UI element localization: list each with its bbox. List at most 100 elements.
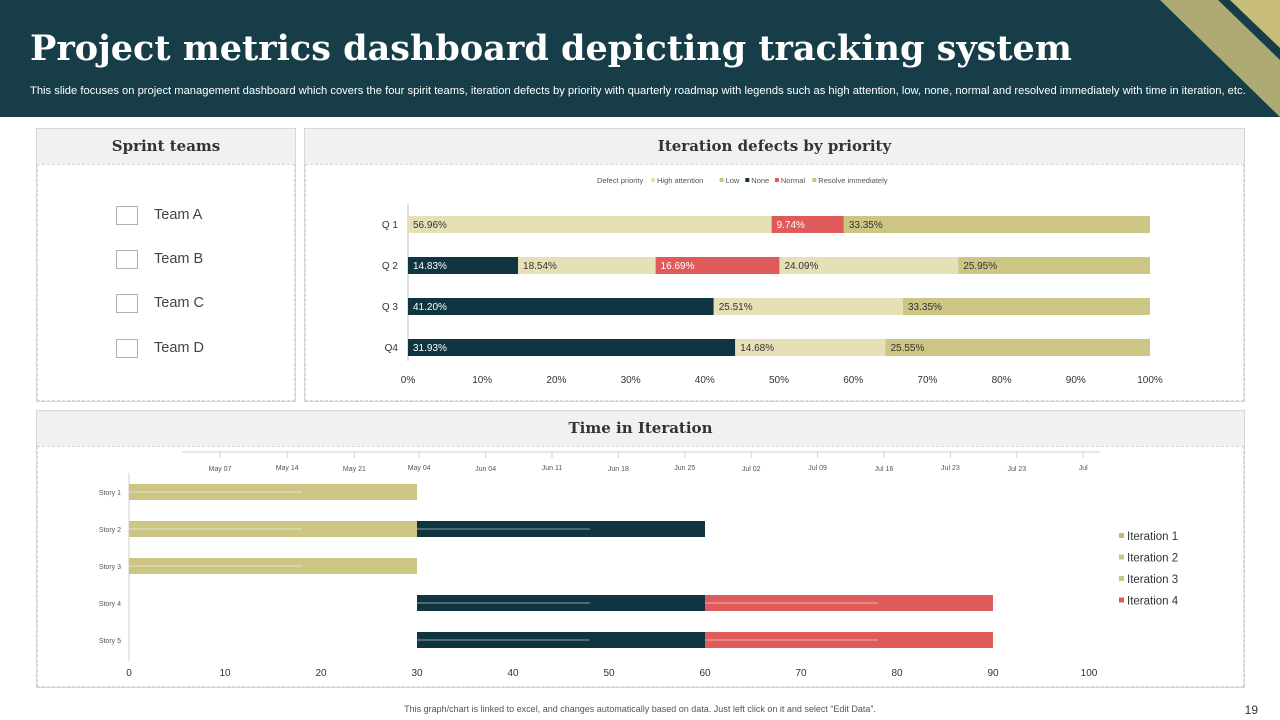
date-tick-label: Jul 23 bbox=[1007, 466, 1026, 473]
date-tick-label: May 14 bbox=[276, 465, 299, 472]
gantt-category-label: Story 1 bbox=[99, 490, 121, 497]
team-a-label: Team A bbox=[154, 207, 203, 223]
defects-x-tick: 80% bbox=[992, 375, 1012, 386]
defects-legend-swatch bbox=[719, 178, 724, 182]
defects-x-tick: 90% bbox=[1066, 375, 1086, 386]
footer-note: This graph/chart is linked to excel, and… bbox=[404, 704, 876, 714]
defects-data-label: 14.83% bbox=[413, 261, 447, 272]
defects-legend-label: None bbox=[751, 176, 769, 185]
defects-bar-segment bbox=[771, 216, 844, 233]
defects-legend-swatch bbox=[812, 178, 817, 182]
defects-legend-swatch bbox=[651, 178, 655, 182]
defects-bar-segment bbox=[408, 257, 519, 274]
defects-bar-segment bbox=[518, 257, 656, 274]
team-b-checkbox[interactable] bbox=[116, 250, 138, 269]
date-tick-label: May 07 bbox=[209, 466, 232, 473]
defects-data-label: 33.35% bbox=[908, 302, 942, 313]
defects-data-label: 25.55% bbox=[890, 343, 924, 354]
team-c-label: Team C bbox=[154, 295, 204, 311]
defects-chart: Defect priority High attention Low None Norm… bbox=[382, 176, 1163, 386]
defects-x-tick: 0% bbox=[401, 375, 416, 386]
defects-legend-swatch bbox=[774, 178, 779, 182]
gantt-x-tick: 100 bbox=[1081, 668, 1098, 679]
defects-legend-label: Normal bbox=[781, 176, 806, 185]
defects-data-label: 24.09% bbox=[784, 261, 818, 272]
defects-bar-segment bbox=[779, 257, 959, 274]
corner-decoration bbox=[1160, 0, 1280, 117]
gantt-x-tick: 30 bbox=[411, 668, 423, 679]
defects-x-tick: 30% bbox=[621, 375, 641, 386]
defects-legend-swatch bbox=[745, 178, 750, 182]
date-tick-label: Jun 25 bbox=[674, 465, 695, 472]
sprint-teams-body: Team A Team B Team C Team D bbox=[37, 164, 295, 401]
defects-data-label: 9.74% bbox=[777, 220, 805, 231]
defects-chart-title: Iteration defects by priority bbox=[305, 129, 1244, 164]
defects-data-label: 25.95% bbox=[963, 261, 997, 272]
iteration-chart-body bbox=[37, 446, 1244, 687]
defects-bar-segment bbox=[408, 298, 714, 315]
gantt-legend-swatch bbox=[1119, 597, 1124, 603]
defects-legend-label: High attention bbox=[657, 176, 703, 185]
date-tick-label: Jun 04 bbox=[475, 466, 496, 473]
defects-x-tick: 70% bbox=[917, 375, 937, 386]
defects-bar-segment bbox=[408, 216, 772, 233]
date-tick-label: Jun 18 bbox=[608, 466, 629, 473]
date-tick-label: Jul 02 bbox=[742, 466, 761, 473]
date-tick-label: Jul 16 bbox=[875, 466, 894, 473]
defects-bar-segment bbox=[843, 216, 1150, 233]
gantt-legend-label: Iteration 4 bbox=[1127, 596, 1179, 608]
date-tick-label: Jul bbox=[1079, 465, 1088, 472]
defects-x-tick: 10% bbox=[472, 375, 492, 386]
defects-panel: Iteration defects by priority Defect pri… bbox=[304, 128, 1245, 402]
defects-bar-segment bbox=[713, 298, 903, 315]
sprint-teams-panel: Sprint teams Team A Team B Team C Team D bbox=[36, 128, 296, 402]
page-title: Project metrics dashboard depicting trac… bbox=[30, 28, 1072, 69]
defects-data-label: 25.51% bbox=[719, 302, 753, 313]
defects-category-label: Q 1 bbox=[382, 220, 399, 231]
date-tick-label: May 04 bbox=[408, 465, 431, 472]
defects-data-label: 18.54% bbox=[523, 261, 557, 272]
iteration-chart: May 07 May 14 May 21 May 04 Jun 04 Jun 11 Jun … bbox=[99, 451, 1179, 679]
defects-bar-segment bbox=[408, 339, 736, 356]
date-tick-label: Jul 09 bbox=[808, 465, 827, 472]
defects-chart-body bbox=[305, 164, 1244, 401]
defects-x-tick: 60% bbox=[843, 375, 863, 386]
gantt-x-tick: 10 bbox=[219, 668, 231, 679]
defects-data-label: 56.96% bbox=[413, 220, 447, 231]
defects-data-label: 14.68% bbox=[740, 343, 774, 354]
defects-legend-title: Defect priority bbox=[597, 176, 644, 185]
gantt-category-label: Story 2 bbox=[99, 527, 121, 534]
defects-bar-segment bbox=[902, 298, 1150, 315]
defects-legend-label: Resolve immediately bbox=[818, 176, 887, 185]
defects-data-label: 33.35% bbox=[849, 220, 883, 231]
team-d-checkbox[interactable] bbox=[116, 339, 138, 358]
gantt-legend-label: Iteration 2 bbox=[1127, 553, 1178, 565]
gantt-legend-swatch bbox=[1119, 554, 1124, 560]
date-tick-label: Jun 11 bbox=[542, 465, 563, 472]
defects-category-label: Q 2 bbox=[382, 261, 399, 272]
defects-x-tick: 40% bbox=[695, 375, 715, 386]
team-d-label: Team D bbox=[154, 340, 204, 356]
gantt-x-tick: 70 bbox=[795, 668, 807, 679]
defects-legend-label: Low bbox=[726, 176, 740, 185]
gantt-category-label: Story 5 bbox=[99, 638, 121, 645]
date-tick-label: May 21 bbox=[343, 466, 366, 473]
gantt-x-tick: 50 bbox=[603, 668, 615, 679]
gantt-x-tick: 90 bbox=[987, 668, 999, 679]
gantt-legend-swatch bbox=[1119, 576, 1124, 581]
gantt-legend-swatch bbox=[1119, 533, 1124, 538]
defects-x-tick: 50% bbox=[769, 375, 789, 386]
gantt-category-label: Story 3 bbox=[99, 564, 121, 571]
defects-category-label: Q 3 bbox=[382, 302, 399, 313]
defects-x-tick: 20% bbox=[546, 375, 566, 386]
gantt-legend-label: Iteration 1 bbox=[1127, 531, 1178, 543]
gantt-legend-label: Iteration 3 bbox=[1127, 574, 1178, 586]
team-c-checkbox[interactable] bbox=[116, 294, 138, 313]
defects-data-label: 16.69% bbox=[661, 261, 695, 272]
date-tick-label: Jul 23 bbox=[941, 465, 960, 472]
defects-category-label: Q4 bbox=[385, 343, 399, 354]
header-banner: Project metrics dashboard depicting trac… bbox=[0, 0, 1280, 117]
team-a-checkbox[interactable] bbox=[116, 206, 138, 225]
defects-bar-segment bbox=[885, 339, 1150, 356]
sprint-teams-title: Sprint teams bbox=[37, 129, 295, 164]
